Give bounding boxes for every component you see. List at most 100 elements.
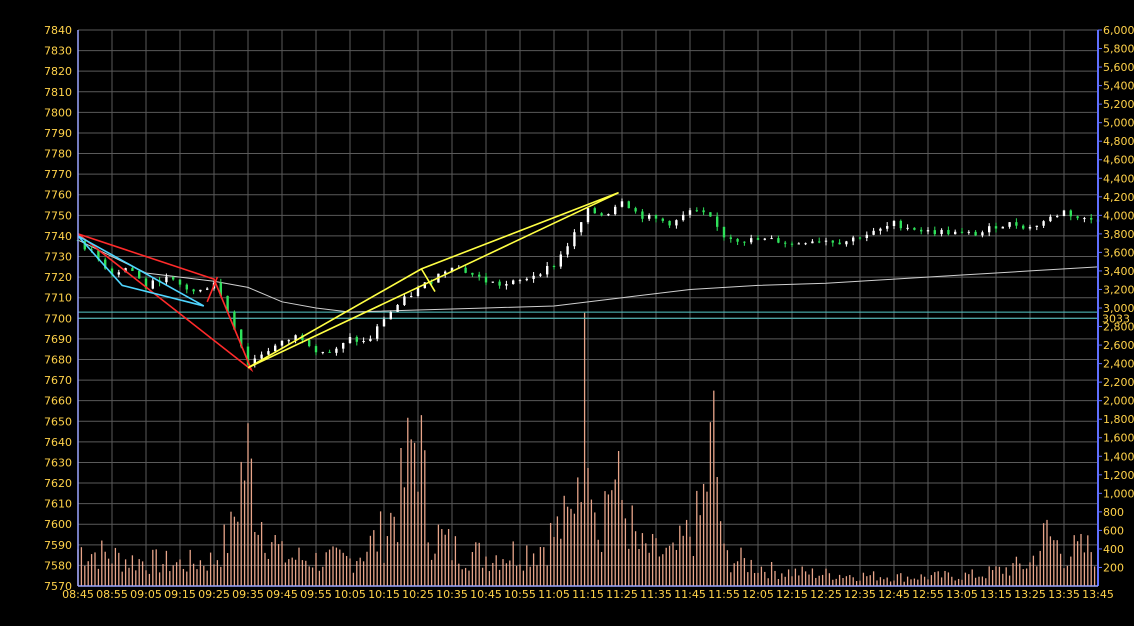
candle-body	[389, 312, 392, 320]
candle-body	[886, 226, 889, 229]
candle-body	[913, 227, 916, 230]
time-tick-label: 12:55	[912, 588, 944, 601]
price-tick-label: 7670	[44, 374, 72, 387]
volume-tick-label: 1,200	[1103, 469, 1134, 482]
candle-body	[219, 282, 222, 296]
candle-body	[539, 274, 542, 276]
volume-tick-label: 2,800	[1103, 321, 1134, 334]
candle-body	[770, 238, 773, 240]
candle-body	[654, 215, 658, 219]
time-tick-label: 11:55	[708, 588, 740, 601]
candle-body	[287, 340, 290, 342]
price-tick-label: 7600	[44, 518, 72, 531]
price-tick-label: 7830	[44, 45, 72, 58]
price-axis-labels: 7570 7580 7590 7600 7610 7620 7630 7640 7650 7660…	[44, 24, 72, 593]
candle-body	[593, 208, 596, 214]
time-tick-label: 08:55	[96, 588, 128, 601]
candle-body	[1001, 226, 1004, 229]
volume-tick-label: 2,000	[1103, 395, 1134, 408]
candle-body	[484, 276, 488, 283]
candle-body	[736, 238, 739, 242]
price-tick-label: 7800	[44, 106, 72, 119]
trend-annotation	[206, 276, 219, 303]
candle-body	[675, 220, 678, 226]
candle-body	[348, 337, 352, 344]
candle-body	[416, 288, 420, 297]
candle-body	[280, 340, 284, 346]
time-tick-label: 13:35	[1048, 588, 1080, 601]
candle-body	[294, 335, 297, 341]
candle-body	[790, 243, 794, 245]
candle-body	[104, 259, 107, 269]
volume-tick-label: 4,600	[1103, 154, 1134, 167]
time-tick-label: 08:45	[62, 588, 94, 601]
time-tick-label: 12:05	[742, 588, 774, 601]
candle-body	[865, 234, 868, 238]
candle-body	[600, 213, 603, 216]
candle-body	[131, 268, 134, 272]
candle-body	[314, 346, 318, 353]
candle-body	[763, 238, 766, 240]
candle-body	[110, 268, 114, 275]
candle-body	[1022, 225, 1025, 229]
time-tick-label: 13:45	[1082, 588, 1114, 601]
candle-body	[777, 238, 780, 243]
candle-body	[403, 296, 406, 305]
candle-body	[879, 228, 882, 231]
price-tick-label: 7680	[44, 353, 72, 366]
price-tick-label: 7610	[44, 498, 72, 511]
volume-tick-label: 3,800	[1103, 228, 1134, 241]
candle-body	[423, 282, 426, 289]
time-tick-label: 12:15	[776, 588, 808, 601]
volume-tick-label: 5,800	[1103, 43, 1134, 56]
candle-body	[546, 266, 549, 275]
candle-body	[478, 274, 481, 277]
time-tick-label: 12:35	[844, 588, 876, 601]
candle-body	[464, 267, 467, 273]
candle-body	[396, 304, 399, 313]
candle-body	[858, 237, 862, 239]
candle-body	[253, 358, 256, 365]
candle-body	[709, 212, 712, 217]
candle-body	[1069, 210, 1072, 217]
time-tick-label: 09:35	[232, 588, 264, 601]
candle-body	[1015, 222, 1018, 226]
candle-body	[1008, 222, 1011, 227]
price-tick-label: 7640	[44, 436, 72, 449]
volume-tick-label: 800	[1103, 506, 1124, 519]
candle-body	[328, 351, 331, 353]
price-tick-label: 7620	[44, 477, 72, 490]
price-tick-label: 7740	[44, 230, 72, 243]
volume-axis-labels: 200 400 600 800 1,000 1,200 1,400 1,600 1,800 2,0…	[1098, 24, 1134, 574]
trend-annotation	[420, 268, 436, 292]
candle-body	[240, 329, 243, 347]
price-tick-label: 7690	[44, 333, 72, 346]
candle-body	[1056, 216, 1059, 218]
candle-body	[117, 272, 120, 275]
volume-bars	[77, 312, 1099, 586]
candle-body	[199, 289, 202, 292]
time-tick-label: 10:15	[368, 588, 400, 601]
candle-body	[274, 345, 277, 352]
volume-tick-label: 1,600	[1103, 432, 1134, 445]
time-tick-label: 10:05	[334, 588, 366, 601]
candle-body	[716, 216, 719, 227]
time-tick-label: 12:45	[878, 588, 910, 601]
candle-body	[641, 211, 644, 219]
trend-annotation	[247, 191, 619, 369]
price-tick-label: 7760	[44, 189, 72, 202]
price-tick-label: 7780	[44, 148, 72, 161]
candle-body	[144, 278, 148, 289]
time-tick-label: 09:15	[164, 588, 196, 601]
price-tick-label: 7720	[44, 271, 72, 284]
volume-tick-label: 2,400	[1103, 358, 1134, 371]
price-tick-label: 7700	[44, 312, 72, 325]
price-tick-label: 7730	[44, 251, 72, 264]
candle-body	[743, 241, 746, 243]
candle-body	[926, 230, 930, 232]
candle-body	[620, 201, 624, 207]
candle-body	[804, 243, 807, 245]
time-tick-label: 13:05	[946, 588, 978, 601]
volume-tick-label: 1,800	[1103, 413, 1134, 426]
